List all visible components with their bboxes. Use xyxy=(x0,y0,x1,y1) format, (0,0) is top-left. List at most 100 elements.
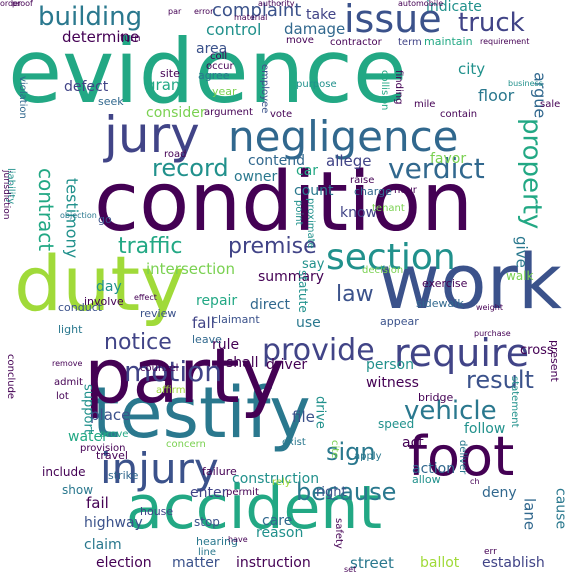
word: bridge xyxy=(418,391,454,404)
word: traffic xyxy=(118,234,183,259)
word: evidence xyxy=(8,20,407,123)
word: failure xyxy=(202,465,237,478)
word: maintain xyxy=(424,35,473,48)
word: consider xyxy=(146,105,206,121)
word: result xyxy=(466,366,534,394)
word: statute xyxy=(296,270,311,313)
word: indicate xyxy=(426,0,482,15)
word: premise xyxy=(228,234,317,259)
word: construction xyxy=(232,471,320,487)
word: enter xyxy=(190,485,228,501)
word: weight xyxy=(476,303,503,312)
word: shall xyxy=(226,355,259,371)
word: follow xyxy=(464,421,506,437)
word: instruction xyxy=(236,555,311,571)
word: counsel xyxy=(140,363,179,374)
word: support xyxy=(80,384,96,434)
word: prove xyxy=(100,429,129,440)
word: involve xyxy=(84,295,124,308)
word: claimant xyxy=(212,313,260,326)
word: concern xyxy=(166,439,206,450)
word: point xyxy=(293,200,304,226)
word: tenant xyxy=(372,203,405,214)
word: violation xyxy=(17,76,28,119)
word: sign xyxy=(326,438,376,466)
word: count xyxy=(294,183,334,199)
word: party xyxy=(84,331,285,420)
word: have xyxy=(228,535,248,544)
word: agree xyxy=(198,69,230,82)
word: light xyxy=(58,323,83,336)
word: year xyxy=(212,85,237,98)
word: place xyxy=(90,406,131,424)
word: apply xyxy=(354,451,382,462)
word: duty xyxy=(14,239,186,328)
word: action xyxy=(412,461,456,477)
word: contain xyxy=(440,109,478,120)
word: move xyxy=(286,35,314,46)
word: term xyxy=(398,37,422,48)
word: collision xyxy=(379,70,390,111)
word: admit xyxy=(54,377,83,388)
word: rule xyxy=(212,337,240,353)
word: deny xyxy=(482,485,517,501)
word: review xyxy=(140,307,177,320)
word: floor xyxy=(478,86,515,105)
word: hour xyxy=(394,185,417,196)
word: fall xyxy=(192,314,215,332)
word: line xyxy=(198,547,217,558)
word: material xyxy=(234,13,268,22)
word: order xyxy=(0,0,22,8)
word: jurisdiction xyxy=(0,170,11,220)
word: require xyxy=(394,331,530,375)
word: file xyxy=(292,408,315,426)
word: building xyxy=(38,2,143,32)
word: accident xyxy=(126,473,382,543)
word: conduct xyxy=(58,301,103,314)
word: speed xyxy=(378,417,415,431)
word: vote xyxy=(270,109,293,120)
word: raise xyxy=(350,175,375,186)
word: walk xyxy=(506,269,534,283)
word: par xyxy=(168,7,182,16)
word: deliver xyxy=(457,440,468,475)
word: reason xyxy=(256,525,304,541)
word: business xyxy=(508,79,543,88)
word: person xyxy=(366,357,414,373)
word: site xyxy=(160,67,180,80)
word: authority xyxy=(258,0,295,8)
word: matter xyxy=(172,555,220,571)
word: issue xyxy=(344,0,442,41)
word: cite xyxy=(329,440,340,459)
word: purpose xyxy=(296,79,337,90)
word: use xyxy=(296,315,321,331)
word: exercise xyxy=(422,277,468,290)
word: effect xyxy=(134,293,157,302)
word: repair xyxy=(196,293,238,309)
word: water xyxy=(68,429,108,445)
word: allow xyxy=(412,473,441,486)
word: proof xyxy=(12,0,33,8)
word: seek xyxy=(98,95,124,108)
word: fail xyxy=(86,494,109,512)
word: election xyxy=(96,555,152,571)
word: contractor xyxy=(330,37,382,48)
word: care xyxy=(262,513,293,529)
word: cause xyxy=(552,488,569,530)
word: injury xyxy=(100,444,219,493)
word: employee xyxy=(259,64,270,114)
word: driver xyxy=(266,357,308,373)
word: take xyxy=(306,7,337,23)
word: statement xyxy=(509,376,520,428)
word: jury xyxy=(104,106,200,164)
word: complaint xyxy=(212,0,302,21)
word: provision xyxy=(80,443,126,454)
word: conclude xyxy=(5,354,16,400)
word: present xyxy=(548,340,562,382)
word: section xyxy=(326,237,456,278)
word: lane xyxy=(520,498,539,531)
word: rely xyxy=(272,477,291,488)
word: grant xyxy=(146,76,187,94)
word: intersection xyxy=(146,260,235,278)
